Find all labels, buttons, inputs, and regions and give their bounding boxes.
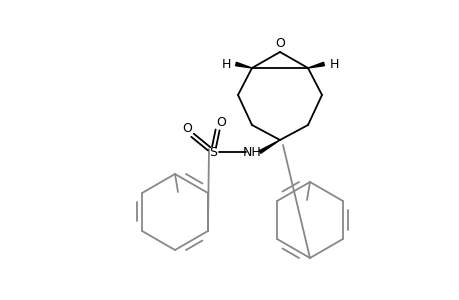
Text: H: H (329, 58, 338, 70)
Polygon shape (308, 62, 324, 68)
Text: O: O (182, 122, 191, 134)
Polygon shape (235, 62, 252, 68)
Text: S: S (208, 146, 217, 158)
Text: O: O (216, 116, 225, 128)
Text: NH: NH (242, 146, 261, 158)
Polygon shape (259, 140, 280, 153)
Text: H: H (221, 58, 230, 70)
Text: O: O (274, 37, 284, 50)
